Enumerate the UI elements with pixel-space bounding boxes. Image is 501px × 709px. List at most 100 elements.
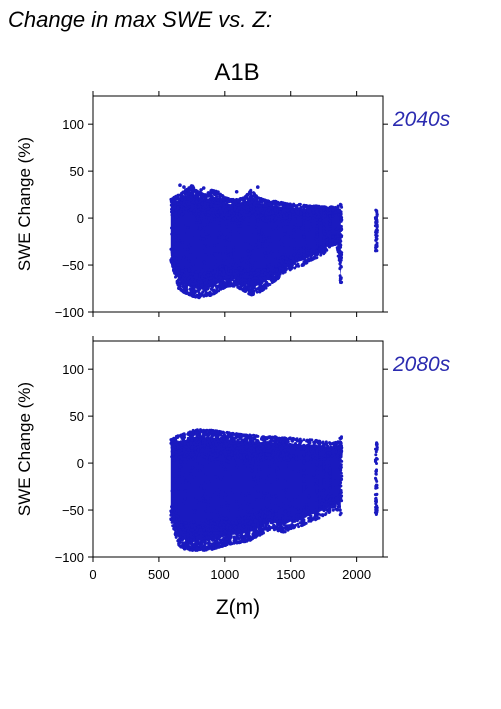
scatter-point: [281, 502, 285, 506]
scatter-point: [339, 276, 343, 280]
scatter-point: [216, 192, 220, 196]
scatter-point: [302, 250, 306, 253]
scatter-point: [255, 208, 259, 211]
scatter-point: [325, 215, 329, 219]
scatter-point: [187, 267, 191, 271]
scatter-point: [185, 255, 189, 258]
scatter-point: [185, 231, 189, 235]
scatter-point: [305, 213, 309, 217]
scatter-point: [211, 226, 215, 230]
scatter-point: [220, 447, 224, 451]
scatter-point: [339, 280, 343, 284]
scatter-point: [211, 460, 215, 464]
scatter-point: [227, 207, 231, 211]
scatter-point: [175, 530, 179, 534]
scatter-point: [284, 267, 288, 271]
scatter-point: [297, 226, 301, 229]
scatter-point: [309, 438, 313, 442]
scatter-point: [230, 275, 234, 279]
scatter-point: [205, 278, 209, 282]
scatter-point: [175, 260, 179, 264]
scatter-point: [241, 509, 245, 513]
scatter-point: [296, 262, 300, 266]
scatter-point: [322, 243, 326, 247]
scatter-point: [320, 457, 323, 461]
scatter-point: [251, 439, 255, 443]
scatter-point: [298, 256, 302, 260]
scatter-point: [203, 216, 207, 219]
scatter-point: [181, 480, 185, 484]
scatter-point: [173, 201, 177, 205]
scatter-point: [262, 491, 266, 495]
scatter-point: [248, 538, 252, 542]
scatter-point: [212, 490, 216, 494]
scatter-point: [244, 259, 248, 263]
scatter-point: [225, 235, 229, 239]
scatter-point: [217, 236, 221, 239]
scatter-point: [233, 199, 237, 203]
scatter-point: [311, 476, 315, 480]
scatter-point: [275, 268, 279, 272]
scatter-point: [209, 512, 213, 516]
scatter-point: [339, 229, 343, 233]
scatter-point: [179, 256, 183, 260]
scatter-point: [295, 223, 299, 227]
scatter-point: [196, 214, 200, 218]
scatter-point: [256, 434, 260, 438]
scatter-points: [169, 428, 379, 552]
scatter-point: [261, 211, 265, 215]
scatter-point: [217, 289, 221, 293]
scatter-point: [249, 527, 253, 530]
scatter-point: [232, 284, 236, 288]
scatter-point: [226, 509, 230, 513]
scatter-point: [240, 197, 244, 201]
scatter-point: [211, 441, 215, 445]
scatter-point: [315, 235, 319, 239]
scatter-point: [252, 193, 256, 197]
scatter-point: [222, 273, 225, 277]
scatter-point: [209, 208, 213, 212]
scatter-point: [228, 463, 232, 467]
scatter-point: [263, 268, 267, 272]
scatter-point: [282, 209, 286, 213]
scatter-point: [248, 535, 251, 539]
scatter-point: [174, 215, 178, 218]
scatter-point: [201, 195, 205, 199]
scatter-point: [284, 497, 288, 501]
scatter-point: [182, 476, 186, 480]
scatter-point: [312, 473, 316, 477]
scatter-point: [264, 234, 268, 238]
scatter-point: [309, 234, 313, 237]
scatter-point: [259, 284, 263, 288]
scatter-point: [214, 440, 218, 444]
scatter-point: [176, 271, 180, 275]
scatter-point: [173, 520, 177, 524]
scatter-point: [215, 285, 219, 289]
scatter-point: [204, 519, 208, 523]
scatter-point: [260, 286, 264, 290]
scatter-point: [223, 217, 227, 221]
scatter-point: [335, 454, 339, 458]
scatter-point: [338, 250, 342, 253]
scatter-point: [268, 491, 272, 495]
scatter-point: [243, 269, 247, 273]
scatter-point: [261, 507, 265, 511]
scatter-point: [226, 250, 230, 254]
scatter-point: [333, 214, 337, 218]
scatter-point: [277, 506, 281, 510]
scatter-point: [290, 209, 294, 213]
scatter-point: [241, 449, 245, 452]
scatter-point: [228, 211, 232, 215]
scatter-point: [256, 245, 260, 249]
scatter-point: [268, 511, 272, 515]
scatter-point: [265, 280, 269, 284]
scatter-point: [213, 253, 217, 257]
scatter-point: [237, 266, 241, 270]
scatter-point: [192, 285, 196, 289]
scatter-point: [246, 267, 250, 271]
scatter-point: [336, 204, 340, 208]
scatter-point: [217, 221, 221, 225]
scatter-point: [207, 448, 211, 452]
scatter-point: [297, 470, 301, 474]
scatter-point: [317, 205, 321, 209]
